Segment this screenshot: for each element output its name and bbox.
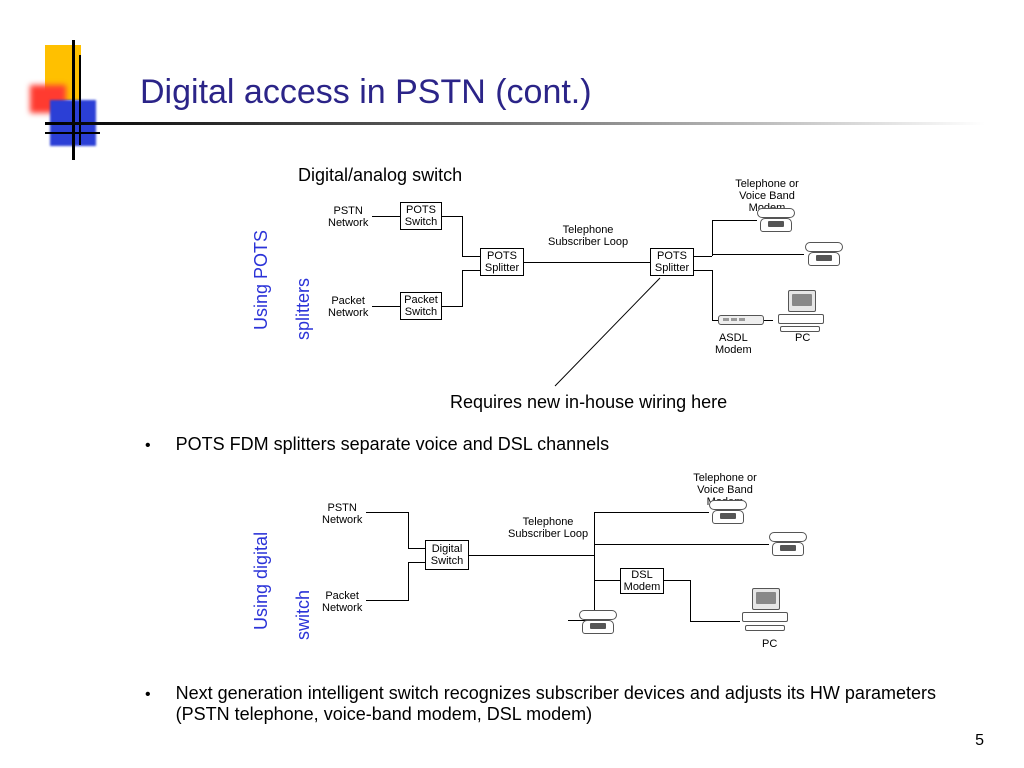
d2-pc-monitor-icon xyxy=(752,588,780,610)
d2-pc-keyboard-icon xyxy=(745,625,785,631)
d1-pc-keyboard-icon xyxy=(780,326,820,332)
annotation-pointer xyxy=(535,278,685,388)
d2-pstn-label: PSTNNetwork xyxy=(322,502,362,526)
slide-corner-graphic xyxy=(30,45,100,155)
decor-vline xyxy=(72,40,75,160)
d1-packet-label: PacketNetwork xyxy=(328,295,368,319)
bullet-1-text: POTS FDM splitters separate voice and DS… xyxy=(176,434,610,458)
bullet-dot-icon: • xyxy=(145,683,151,725)
diagram-digital-switch: PSTNNetwork PacketNetwork DigitalSwitch … xyxy=(300,480,870,660)
section2-label-line1: Using digital xyxy=(251,532,271,630)
section1-label-line1: Using POTS xyxy=(251,230,271,330)
d2-pc-base-icon xyxy=(742,612,788,622)
bullet-1: • POTS FDM splitters separate voice and … xyxy=(145,434,609,458)
diagram-pots-splitters: PSTNNetwork PacketNetwork POTSSwitch Pac… xyxy=(310,190,880,370)
bullet-2-text: Next generation intelligent switch recog… xyxy=(176,683,985,725)
d1-phone-icon-1 xyxy=(758,210,794,232)
d2-phone-icon-2 xyxy=(770,534,806,556)
page-number: 5 xyxy=(975,732,984,750)
d2-packet-label: PacketNetwork xyxy=(322,590,362,614)
d2-pc-label: PC xyxy=(762,638,777,650)
d2-digital-switch: DigitalSwitch xyxy=(425,540,469,570)
annotation-text: Requires new in-house wiring here xyxy=(450,392,727,413)
bullet-dot-icon: • xyxy=(145,434,151,458)
slide-title: Digital access in PSTN (cont.) xyxy=(140,73,592,112)
d1-splitter-left: POTSSplitter xyxy=(480,248,524,276)
d1-pc-label: PC xyxy=(795,332,810,344)
d2-loop-label: TelephoneSubscriber Loop xyxy=(508,516,588,540)
d1-adsl-label: ASDLModem xyxy=(715,332,752,356)
decor-hline xyxy=(45,132,100,134)
d1-pc-monitor-icon xyxy=(788,290,816,312)
d1-pc-base-icon xyxy=(778,314,824,324)
d2-phone-icon-3 xyxy=(580,612,616,634)
d1-packet-switch: PacketSwitch xyxy=(400,292,442,320)
d2-phone-icon-1 xyxy=(710,502,746,524)
d1-phone-icon-2 xyxy=(806,244,842,266)
d1-splitter-right: POTSSplitter xyxy=(650,248,694,276)
diagram1-caption: Digital/analog switch xyxy=(298,165,462,186)
d1-loop-label: TelephoneSubscriber Loop xyxy=(548,224,628,248)
bullet-2: • Next generation intelligent switch rec… xyxy=(145,683,985,725)
title-underline xyxy=(45,122,985,125)
d1-pots-switch: POTSSwitch xyxy=(400,202,442,230)
d2-dsl-modem: DSLModem xyxy=(620,568,664,594)
d1-adsl-modem-icon xyxy=(718,315,764,325)
d1-pstn-label: PSTNNetwork xyxy=(328,205,368,229)
